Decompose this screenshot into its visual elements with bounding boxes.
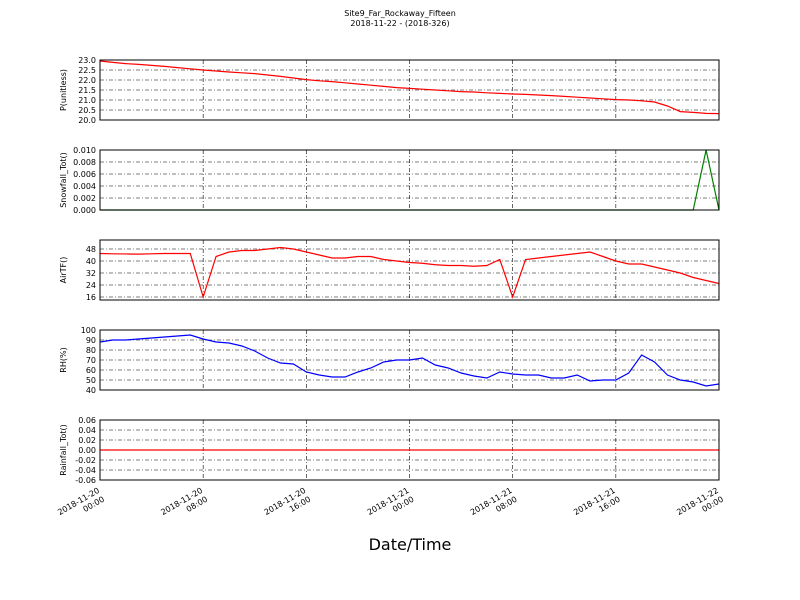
- y-tick-label: 100: [81, 326, 96, 335]
- x-tick-label: 2018-11-2108:00: [469, 486, 519, 526]
- y-tick-label: 0.00: [78, 446, 96, 455]
- axes-frame: [99, 419, 720, 481]
- y-tick-label: 22.5: [78, 66, 96, 75]
- y-tick-label: 60: [86, 366, 96, 375]
- x-axis-label: Date/Time: [369, 535, 452, 554]
- data-line: [99, 60, 720, 115]
- y-tick-label: 40: [86, 386, 96, 395]
- y-axis-label: Rainfall_Tot(): [59, 424, 68, 476]
- y-tick-label: 50: [86, 376, 96, 385]
- x-tick-label: 2018-11-2016:00: [263, 486, 313, 526]
- y-tick-label: 80: [86, 346, 96, 355]
- chart-title: Site9_Far_Rockaway_Fifteen: [344, 9, 456, 18]
- y-tick-label: 0.02: [78, 436, 96, 445]
- chart-subtitle: 2018-11-22 - (2018-326): [350, 19, 449, 28]
- y-tick-label: 23.0: [78, 56, 96, 65]
- x-tick-label: 2018-11-2008:00: [159, 486, 209, 526]
- y-tick-label: 24: [86, 281, 96, 290]
- y-tick-label: 0.006: [73, 170, 96, 179]
- data-line: [99, 334, 720, 387]
- x-tick-label: 2018-11-2116:00: [572, 486, 622, 526]
- y-tick-label: 0.008: [73, 158, 96, 167]
- y-tick-label: 16: [86, 293, 96, 302]
- axes-frame: [99, 329, 720, 391]
- y-axis-label: AirTF(): [59, 257, 68, 284]
- y-tick-label: 48: [86, 245, 96, 254]
- y-tick-label: 20.5: [78, 106, 96, 115]
- axes-frame: [99, 59, 720, 121]
- y-tick-label: 0.06: [78, 416, 96, 425]
- y-tick-label: 21.0: [78, 96, 96, 105]
- data-line: [99, 246, 720, 300]
- y-tick-label: 32: [86, 269, 96, 278]
- y-tick-label: 40: [86, 257, 96, 266]
- x-tick-label: 2018-11-2000:00: [56, 486, 106, 526]
- y-tick-label: 0.04: [78, 426, 96, 435]
- y-tick-label: 70: [86, 356, 96, 365]
- y-axis-label: P(unitless): [59, 69, 68, 111]
- y-tick-label: 90: [86, 336, 96, 345]
- x-tick-label: 2018-11-2100:00: [366, 486, 416, 526]
- y-tick-label: 20.0: [78, 116, 96, 125]
- axes-frame: [99, 239, 720, 301]
- y-tick-label: 22.0: [78, 76, 96, 85]
- y-axis-label: RH(%): [59, 347, 68, 372]
- y-tick-label: 0.000: [73, 206, 96, 215]
- y-tick-label: 21.5: [78, 86, 96, 95]
- y-tick-label: 0.004: [73, 182, 96, 191]
- y-tick-label: -0.04: [75, 466, 96, 475]
- y-tick-label: 0.002: [73, 194, 96, 203]
- y-tick-label: -0.02: [75, 456, 96, 465]
- axes-frame: [99, 149, 720, 211]
- y-tick-label: -0.06: [75, 476, 96, 485]
- y-tick-label: 0.010: [73, 146, 96, 155]
- y-axis-label: Snowfall_Tot(): [59, 152, 68, 208]
- x-tick-label: 2018-11-2200:00: [675, 486, 725, 526]
